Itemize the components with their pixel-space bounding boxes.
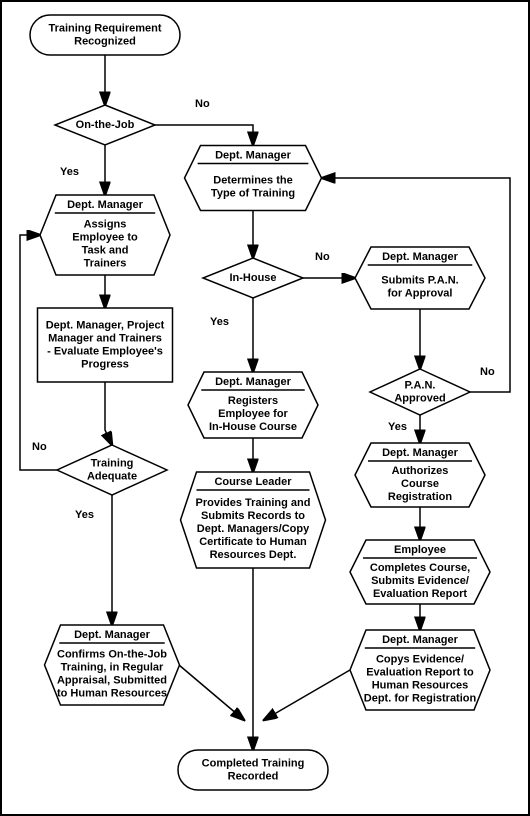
node-header: Course Leader [214, 476, 292, 488]
node-text: Training, in Regular [61, 661, 164, 673]
node-text: Trainers [84, 257, 127, 269]
node-text: for Approval [388, 287, 453, 299]
node-header: Dept. Manager [382, 251, 459, 263]
node-n11: Dept. Manager Submits P.A.N.for Approval [355, 247, 485, 309]
edge-label: No [480, 366, 495, 378]
node-text: Recognized [74, 35, 136, 47]
node-text: Dept. for Registration [364, 692, 477, 704]
node-header: Dept. Manager [67, 199, 144, 211]
node-text: Training Requirement [48, 22, 161, 34]
node-text: Training [91, 457, 134, 469]
node-n15: Dept. Manager Copys Evidence/Evaluation R… [350, 630, 490, 710]
node-header: Dept. Manager [215, 376, 292, 388]
node-header: Dept. Manager [215, 149, 292, 161]
node-text: to Human Resources [57, 687, 167, 699]
node-text: Manager and Trainers [48, 332, 162, 344]
node-text: Determines the [213, 174, 292, 186]
node-n7: Dept. Manager Determines theType of Train… [185, 146, 322, 211]
node-text: Dept. Manager, Project [46, 319, 165, 331]
node-text: Human Resources [372, 679, 469, 691]
node-header: Dept. Manager [74, 629, 151, 641]
node-text: Adequate [87, 470, 137, 482]
node-text: - Evaluate Employee's [47, 345, 163, 357]
node-header: Dept. Manager [382, 447, 459, 459]
node-text: P.A.N. [405, 379, 436, 391]
edge-label: No [315, 251, 330, 263]
node-text: Completed Training [202, 757, 305, 769]
edge-label: No [32, 441, 47, 453]
edge-label: Yes [210, 316, 229, 328]
node-text: Employee for [218, 408, 288, 420]
node-n3: Dept. Manager AssignsEmployee toTask andT… [40, 195, 170, 275]
node-header: Employee [394, 544, 446, 556]
node-n1: Training RequirementRecognized [30, 15, 180, 55]
node-text: Assigns [84, 218, 127, 230]
edge-label: Yes [60, 166, 79, 178]
node-text: Task and [82, 244, 129, 256]
node-text: In-House [229, 272, 276, 284]
node-text: Dept. Managers/Copy [197, 523, 310, 535]
node-header: Dept. Manager [382, 634, 459, 646]
edge-label: No [195, 98, 210, 110]
node-text: Course [401, 478, 439, 490]
node-text: Evaluation Report [373, 588, 467, 600]
node-text: Registration [388, 491, 452, 503]
node-text: Authorizes [392, 465, 449, 477]
edge-label: Yes [388, 421, 407, 433]
node-text: Evaluation Report to [366, 666, 474, 678]
node-text: Provides Training and [196, 497, 311, 509]
node-text: Certificate to Human [199, 536, 307, 548]
node-text: Employee to [72, 231, 138, 243]
node-text: Recorded [228, 770, 279, 782]
node-n9: Dept. Manager RegistersEmployee forIn-Hou… [188, 372, 318, 438]
node-text: On-the-Job [76, 119, 135, 131]
node-text: Registers [228, 395, 278, 407]
node-n10: Course Leader Provides Training andSubmit… [181, 472, 326, 568]
node-text: Resources Dept. [210, 549, 297, 561]
node-text: Completes Course, [370, 562, 470, 574]
node-n13: Dept. Manager AuthorizesCourseRegistratio… [355, 443, 485, 507]
node-text: Confirms On-the-Job [57, 648, 167, 660]
node-text: Submits P.A.N. [381, 274, 458, 286]
node-text: Type of Training [211, 187, 295, 199]
node-n14: Employee Completes Course,Submits Evidenc… [350, 540, 490, 604]
node-text: Approved [394, 392, 445, 404]
node-text: Submits Records to [201, 510, 305, 522]
node-n6: Dept. Manager Confirms On-the-JobTraining… [45, 625, 180, 705]
node-text: In-House Course [209, 421, 297, 433]
node-n4: Dept. Manager, ProjectManager and Traine… [38, 308, 173, 382]
node-text: Progress [81, 358, 129, 370]
node-text: Copys Evidence/ [376, 653, 464, 665]
node-text: Appraisal, Submitted [57, 674, 167, 686]
edge-label: Yes [75, 509, 94, 521]
node-n16: Completed TrainingRecorded [178, 750, 328, 790]
node-text: Submits Evidence/ [371, 575, 469, 587]
